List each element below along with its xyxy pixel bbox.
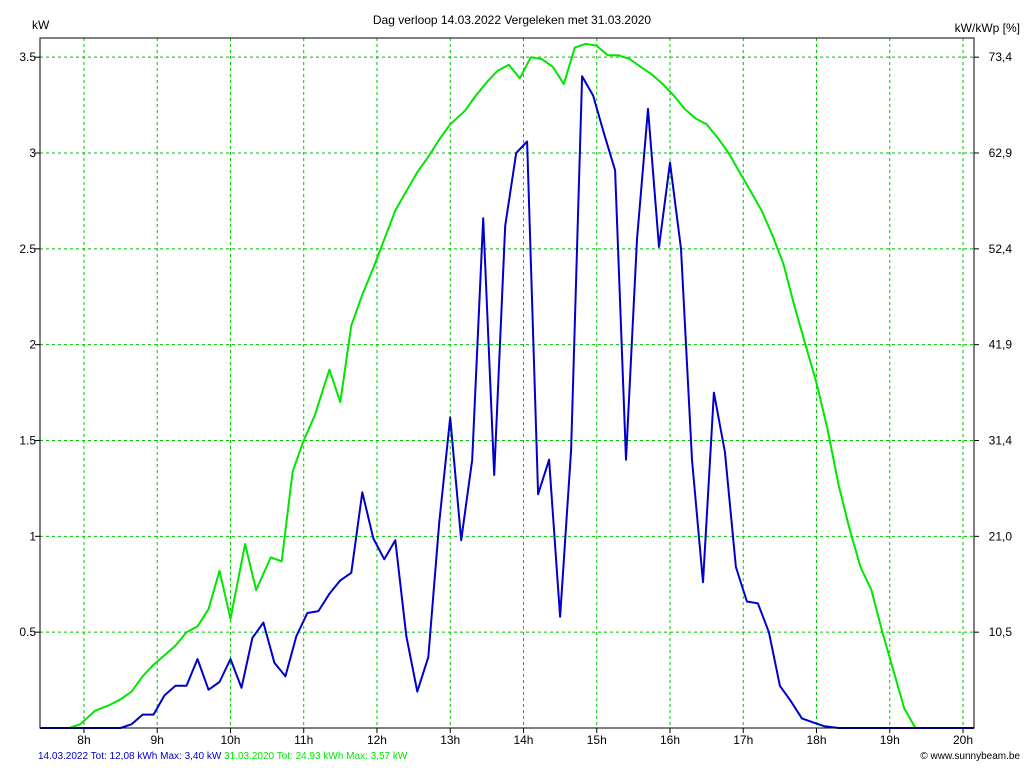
chart-title: Dag verloop 14.03.2022 Vergeleken met 31… [373,13,652,27]
y-right-tick-label: 41,9 [989,338,1013,352]
series-lines [40,42,974,729]
y-right-tick-label: 21,0 [989,529,1013,543]
y-right-tick-label: 73,4 [989,50,1013,64]
grid [40,38,974,728]
x-tick-label: 18h [806,733,826,747]
y-left-tick-label: 1 [29,529,36,543]
x-axis-ticks: 8h 9h 10h 11h 12h 13h 14h 15h 16h 17h 18h 19h 20h [77,728,973,747]
x-tick-label: 14h [513,733,533,747]
x-tick-label: 17h [733,733,753,747]
y-axis-left-label: kW [32,18,50,32]
y-right-tick-label: 31,4 [989,434,1013,448]
footer-series-2022: 14.03.2022 Tot: 12,08 kWh Max: 3,40 kW [38,751,222,762]
footer-series-2020: 31.03.2020 Tot: 24,93 kWh Max: 3,57 kW [221,751,408,762]
y-left-tick-label: 2 [29,338,36,352]
y-left-tick-label: 3.5 [19,50,36,64]
x-tick-label: 8h [77,733,90,747]
y-axis-right-label: kW/kWp [%] [955,21,1020,35]
x-tick-label: 19h [880,733,900,747]
copyright-text: © www.sunnybeam.be [920,751,1020,762]
y-left-tick-label: 1.5 [19,434,36,448]
series-line-2022 [40,75,974,729]
y-left-tick-label: 0.5 [19,625,36,639]
footer-summary: 14.03.2022 Tot: 12,08 kWh Max: 3,40 kW 3… [38,751,407,762]
x-tick-label: 10h [220,733,240,747]
y-axis-left-ticks: 0.5 1 1.5 2 2.5 3 3.5 [19,50,40,639]
x-tick-label: 9h [151,733,164,747]
y-left-tick-label: 2.5 [19,242,36,256]
x-tick-label: 13h [440,733,460,747]
x-tick-label: 20h [953,733,973,747]
x-tick-label: 12h [367,733,387,747]
y-right-tick-label: 62,9 [989,146,1013,160]
y-right-tick-label: 10,5 [989,625,1013,639]
x-tick-label: 16h [660,733,680,747]
y-left-tick-label: 3 [29,146,36,160]
plot-frame [39,37,975,729]
x-tick-label: 15h [587,733,607,747]
series-line-2020 [40,42,974,729]
y-right-tick-label: 52,4 [989,242,1013,256]
y-axis-right-ticks: 10,5 21,0 31,4 41,9 52,4 62,9 73,4 [974,50,1012,639]
x-tick-label: 11h [294,733,313,747]
